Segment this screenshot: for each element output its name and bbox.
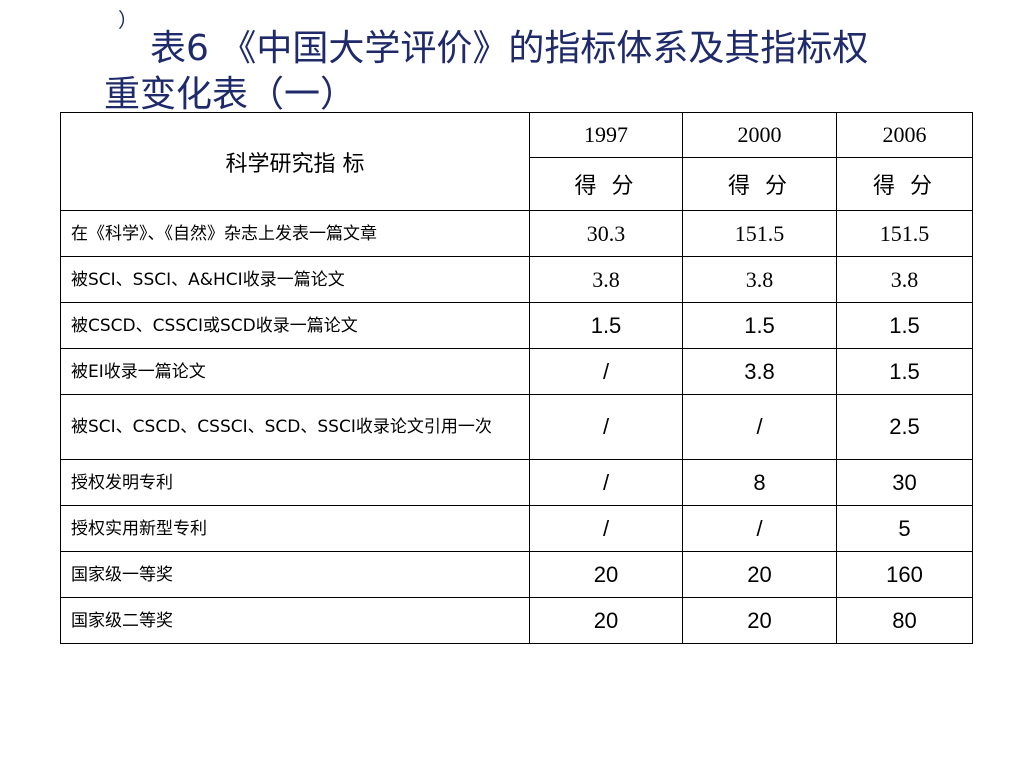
table-row: 被CSCD、CSSCI或SCD收录一篇论文 1.5 1.5 1.5 [60, 302, 973, 349]
cell-value: / [682, 394, 837, 460]
cell-value: 151.5 [682, 210, 837, 257]
cell-value: 20 [529, 551, 683, 598]
title-line-2: 重变化表（一） [104, 74, 357, 115]
cell-value: 8 [682, 459, 837, 506]
table-row: 被EI收录一篇论文 / 3.8 1.5 [60, 348, 973, 395]
cell-value: 1.5 [529, 302, 683, 349]
header-indicator-label: 科学研究指 标 [60, 112, 530, 211]
slide-title: 表6 《中国大学评价》的指标体系及其指标权 重变化表（一） [104, 26, 984, 118]
table-row: 被SCI、CSCD、CSSCI、SCD、SSCI收录论文引用一次 / / 2.5 [60, 394, 973, 460]
cell-value: 3.8 [836, 256, 973, 303]
cell-value: 151.5 [836, 210, 973, 257]
cell-value: / [682, 505, 837, 552]
cell-value: 30.3 [529, 210, 683, 257]
cell-value: 30 [836, 459, 973, 506]
table-row: 国家级一等奖 20 20 160 [60, 551, 973, 598]
cell-value: 20 [529, 597, 683, 644]
row-label: 被SCI、SSCI、A&HCI收录一篇论文 [60, 256, 530, 303]
table-row: 被SCI、SSCI、A&HCI收录一篇论文 3.8 3.8 3.8 [60, 256, 973, 303]
table-row: 在《科学》、《自然》杂志上发表一篇文章 30.3 151.5 151.5 [60, 210, 973, 257]
header-unit-2006: 得 分 [836, 157, 973, 211]
table-row: 国家级二等奖 20 20 80 [60, 597, 973, 644]
row-label: 授权发明专利 [60, 459, 530, 506]
row-label: 被CSCD、CSSCI或SCD收录一篇论文 [60, 302, 530, 349]
header-year-2000: 2000 [682, 112, 837, 158]
cell-value: 20 [682, 551, 837, 598]
cell-value: 3.8 [682, 256, 837, 303]
header-year-2006: 2006 [836, 112, 973, 158]
cell-value: 160 [836, 551, 973, 598]
header-year-1997: 1997 [529, 112, 683, 158]
cell-value: 3.8 [529, 256, 683, 303]
row-label: 授权实用新型专利 [60, 505, 530, 552]
cell-value: 1.5 [682, 302, 837, 349]
cell-value: 5 [836, 505, 973, 552]
cell-value: / [529, 459, 683, 506]
header-row-years: 科学研究指 标 1997 2000 2006 [60, 112, 973, 211]
cell-value: 2.5 [836, 394, 973, 460]
row-label: 国家级一等奖 [60, 551, 530, 598]
title-line-1: 表6 《中国大学评价》的指标体系及其指标权 [150, 28, 869, 69]
header-row-units: 得 分 得 分 得 分 [61, 157, 973, 211]
cell-value: / [529, 394, 683, 460]
row-label: 被EI收录一篇论文 [60, 348, 530, 395]
cell-value: / [529, 348, 683, 395]
row-label: 国家级二等奖 [60, 597, 530, 644]
header-unit-1997: 得 分 [529, 157, 683, 211]
stray-parenthesis: ） [118, 8, 138, 32]
cell-value: 1.5 [836, 302, 973, 349]
table-row: 授权实用新型专利 / / 5 [60, 505, 973, 552]
row-label: 被SCI、CSCD、CSSCI、SCD、SSCI收录论文引用一次 [60, 394, 530, 460]
cell-value: 80 [836, 597, 973, 644]
cell-value: / [529, 505, 683, 552]
indicator-weight-table: 科学研究指 标 1997 2000 2006 得 分 得 分 得 分 在《科学》… [60, 112, 973, 644]
row-label: 在《科学》、《自然》杂志上发表一篇文章 [60, 210, 530, 257]
table-row: 授权发明专利 / 8 30 [60, 459, 973, 506]
header-unit-2000: 得 分 [682, 157, 837, 211]
cell-value: 1.5 [836, 348, 973, 395]
cell-value: 3.8 [682, 348, 837, 395]
cell-value: 20 [682, 597, 837, 644]
